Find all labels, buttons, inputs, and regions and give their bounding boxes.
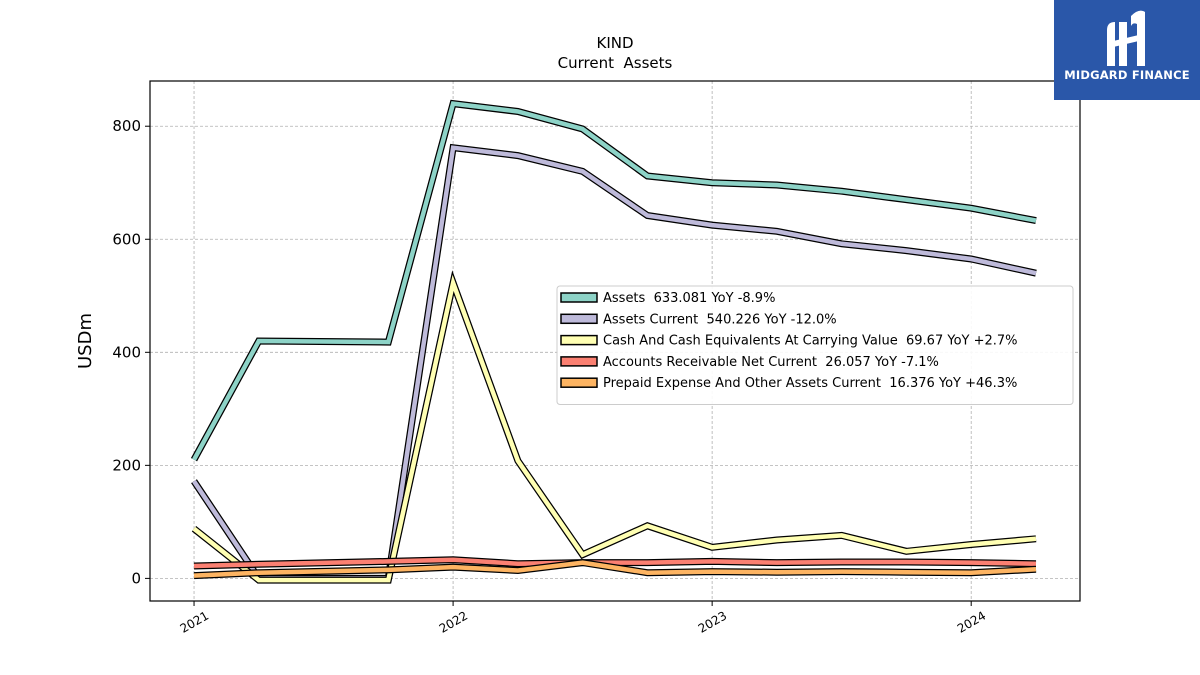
- chart-subtitle: Current Assets: [558, 54, 673, 72]
- series-line-3: [193, 557, 1037, 569]
- y-tick-label: 200: [112, 456, 141, 474]
- series-line-outline-0: [190, 99, 1037, 462]
- series-line-2: [192, 274, 1037, 583]
- legend-label: Assets Current 540.226 YoY -12.0%: [603, 312, 837, 327]
- series-line-4: [193, 560, 1037, 578]
- legend-label: Prepaid Expense And Other Assets Current…: [603, 376, 1017, 391]
- x-tick-label: 2023: [696, 608, 729, 635]
- brand-logo: MIDGARD FINANCE: [1054, 0, 1200, 100]
- x-tick-label: 2024: [955, 608, 988, 635]
- legend-swatch: [560, 356, 598, 367]
- x-tick-label: 2021: [178, 608, 211, 635]
- legend-swatch: [560, 334, 598, 346]
- legend-label: Cash And Cash Equivalents At Carrying Va…: [603, 334, 1018, 349]
- midgard-logo-icon: [1107, 10, 1145, 66]
- series-layer: [190, 99, 1037, 584]
- y-tick-label: 600: [112, 230, 141, 248]
- legend-label: Accounts Receivable Net Current 26.057 Y…: [603, 355, 939, 370]
- series-line-0: [192, 101, 1037, 461]
- y-tick-label: 400: [112, 343, 141, 361]
- legend-label: Assets 633.081 YoY -8.9%: [603, 291, 775, 306]
- legend-swatch: [560, 377, 598, 388]
- y-axis-label: USDm: [75, 313, 96, 369]
- chart-title: KIND: [596, 34, 633, 52]
- y-tick-label: 800: [112, 117, 141, 135]
- brand-logo-text: MIDGARD FINANCE: [1064, 68, 1190, 82]
- y-tick-label: 0: [131, 569, 141, 587]
- x-tick-label: 2022: [437, 608, 470, 635]
- legend-box: [556, 285, 1074, 405]
- x-axis: 2021 2022 2023 2024: [178, 601, 988, 636]
- plot-frame: [149, 80, 1081, 602]
- y-axis: 0 200 400 600 800: [112, 117, 150, 587]
- legend-swatch: [560, 292, 598, 303]
- legend-swatch: [560, 313, 598, 325]
- legend: Assets 633.081 YoY -8.9% Assets Current 5…: [556, 285, 1074, 405]
